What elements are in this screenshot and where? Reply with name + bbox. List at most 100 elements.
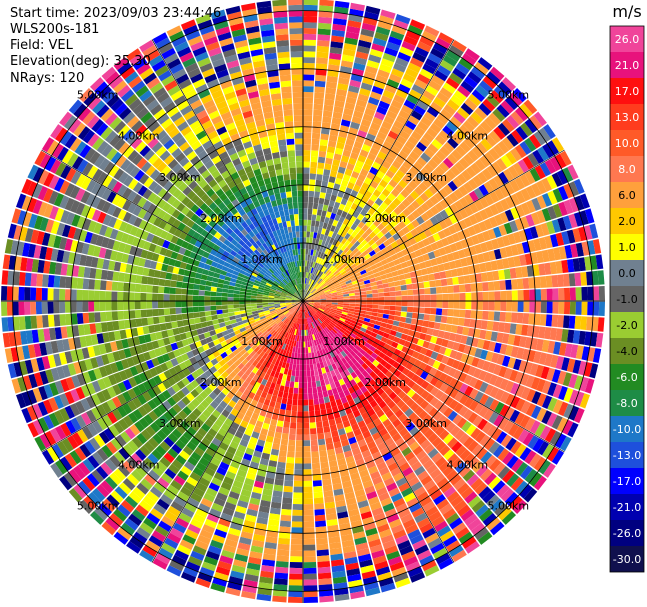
velocity-gate xyxy=(308,346,311,353)
velocity-gate xyxy=(312,321,317,328)
velocity-gate xyxy=(37,259,45,273)
velocity-gate xyxy=(78,229,88,242)
velocity-gate xyxy=(446,340,455,350)
velocity-gate xyxy=(289,308,295,313)
velocity-gate xyxy=(76,301,83,313)
velocity-gate xyxy=(158,315,166,324)
velocity-gate xyxy=(282,309,289,314)
velocity-gate xyxy=(270,370,276,377)
velocity-gate xyxy=(246,327,253,333)
velocity-gate xyxy=(559,150,572,166)
velocity-gate xyxy=(288,579,303,586)
velocity-gate xyxy=(319,252,325,259)
velocity-gate xyxy=(48,412,60,427)
velocity-gate xyxy=(303,451,311,458)
velocity-gate xyxy=(317,566,331,574)
velocity-gate xyxy=(358,266,365,272)
velocity-gate xyxy=(337,321,344,327)
velocity-gate xyxy=(410,365,419,374)
velocity-gate xyxy=(303,405,309,412)
velocity-gate xyxy=(369,319,376,325)
velocity-gate xyxy=(439,393,449,403)
velocity-gate xyxy=(204,311,212,317)
velocity-gate xyxy=(258,433,267,442)
velocity-gate xyxy=(463,275,471,284)
velocity-gate xyxy=(270,337,276,344)
velocity-gate xyxy=(412,146,424,157)
velocity-gate xyxy=(312,387,318,394)
velocity-gate xyxy=(575,345,584,360)
velocity-gate xyxy=(401,487,413,498)
velocity-gate xyxy=(334,284,341,289)
velocity-gate xyxy=(284,319,290,325)
velocity-gate xyxy=(341,179,349,187)
velocity-gate xyxy=(434,389,444,400)
velocity-gate xyxy=(325,507,337,515)
velocity-gate xyxy=(335,354,341,362)
velocity-gate xyxy=(342,291,349,295)
velocity-gate xyxy=(362,276,370,282)
velocity-gate xyxy=(343,247,350,254)
velocity-gate xyxy=(492,321,500,332)
velocity-gate xyxy=(326,298,332,300)
velocity-gate xyxy=(597,317,605,332)
velocity-gate xyxy=(171,273,178,281)
velocity-gate xyxy=(276,396,283,404)
velocity-gate xyxy=(390,447,401,457)
velocity-gate xyxy=(400,284,407,291)
velocity-gate xyxy=(233,290,240,295)
velocity-gate xyxy=(455,527,470,540)
velocity-gate xyxy=(544,235,553,249)
velocity-gate xyxy=(346,337,353,344)
velocity-gate xyxy=(405,422,416,432)
velocity-gate xyxy=(212,277,219,283)
velocity-gate xyxy=(190,436,201,447)
velocity-gates xyxy=(1,0,605,603)
velocity-gate xyxy=(554,153,567,169)
velocity-gate xyxy=(131,265,139,275)
velocity-gate xyxy=(288,351,292,358)
velocity-gate xyxy=(263,386,270,394)
velocity-gate xyxy=(477,253,485,264)
velocity-gate xyxy=(82,458,95,473)
velocity-gate xyxy=(320,302,327,304)
velocity-gate xyxy=(114,486,128,500)
velocity-gate xyxy=(30,287,37,301)
velocity-gate xyxy=(409,150,420,161)
velocity-gate xyxy=(424,443,435,455)
velocity-gate xyxy=(61,224,71,238)
velocity-gate xyxy=(359,505,371,514)
velocity-gate xyxy=(178,268,186,276)
velocity-gate xyxy=(229,281,236,287)
velocity-gate xyxy=(192,513,206,524)
velocity-gate xyxy=(303,68,315,75)
velocity-gate xyxy=(430,301,437,308)
velocity-gate xyxy=(255,355,262,362)
velocity-gate xyxy=(430,101,443,113)
velocity-gate xyxy=(319,293,326,297)
velocity-gate xyxy=(361,411,370,420)
velocity-gate xyxy=(233,416,242,425)
velocity-gate xyxy=(71,313,78,325)
velocity-gate xyxy=(340,364,348,372)
velocity-gate xyxy=(385,183,395,193)
velocity-gate xyxy=(370,122,381,131)
velocity-gate xyxy=(337,296,344,300)
velocity-gate xyxy=(308,296,314,299)
velocity-gate xyxy=(175,301,182,308)
velocity-gate xyxy=(303,202,308,209)
velocity-gate xyxy=(553,341,561,355)
velocity-gate xyxy=(210,457,221,467)
velocity-gate xyxy=(324,241,329,248)
velocity-gate xyxy=(262,292,269,296)
velocity-gate xyxy=(164,315,171,323)
velocity-gate xyxy=(564,244,573,259)
velocity-gate xyxy=(274,305,281,309)
velocity-gate xyxy=(465,541,480,554)
velocity-gate xyxy=(532,438,545,453)
velocity-gate xyxy=(460,257,468,267)
velocity-gate xyxy=(313,321,318,327)
velocity-gate xyxy=(17,210,27,226)
velocity-gate xyxy=(533,238,542,251)
velocity-gate xyxy=(272,443,280,451)
